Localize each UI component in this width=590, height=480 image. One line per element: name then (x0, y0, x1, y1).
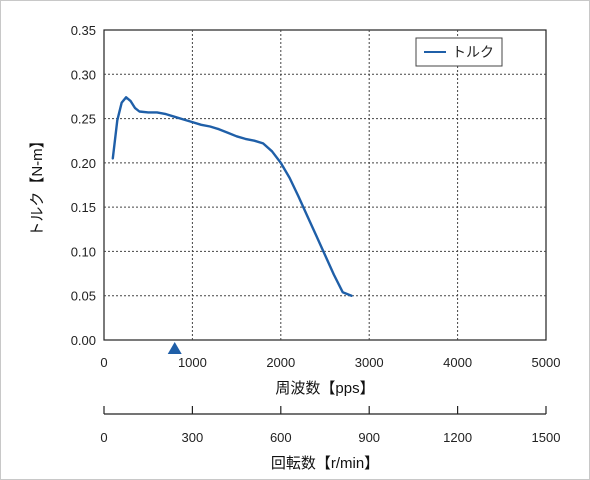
secondary-tick-label: 900 (358, 430, 380, 445)
series-layer (111, 96, 353, 297)
y-tick-label: 0.15 (71, 200, 96, 215)
x-tick-label: 4000 (443, 355, 472, 370)
y-tick-label: 0.35 (71, 23, 96, 38)
y-tick-label: 0.25 (71, 112, 96, 127)
secondary-tick-label: 300 (182, 430, 204, 445)
y-tick-label: 0.20 (71, 156, 96, 171)
y-tick-label: 0.30 (71, 67, 96, 82)
x-tick-label: 3000 (355, 355, 384, 370)
legend-label-torque: トルク (452, 44, 494, 60)
x-tick-label: 2000 (266, 355, 295, 370)
x-tick-label: 5000 (532, 355, 561, 370)
y-tick-labels: 0.00 0.05 0.10 0.15 0.20 0.25 0.30 0.35 (71, 23, 96, 348)
x-tick-label: 1000 (178, 355, 207, 370)
plot-area (103, 29, 547, 341)
secondary-tick-label: 1200 (443, 430, 472, 445)
x-tick-label: 0 (100, 355, 107, 370)
x-tick-labels: 0 1000 2000 3000 4000 5000 (100, 355, 560, 370)
x-axis-title: 周波数【pps】 (275, 380, 374, 397)
secondary-axis-ticks: 0 300 600 900 1200 1500 (100, 406, 560, 445)
series-line-torque (111, 96, 353, 297)
secondary-tick-label: 1500 (532, 430, 561, 445)
secondary-axis-title: 回転数【r/min】 (271, 455, 379, 472)
y-tick-label: 0.10 (71, 244, 96, 259)
legend: トルク (415, 37, 503, 67)
y-tick-label: 0.00 (71, 333, 96, 348)
y-axis-title: トルク【N-m】 (29, 133, 46, 236)
y-tick-label: 0.05 (71, 289, 96, 304)
secondary-tick-label: 600 (270, 430, 292, 445)
secondary-tick-label: 0 (100, 430, 107, 445)
frequency-marker-triangle (167, 342, 182, 354)
